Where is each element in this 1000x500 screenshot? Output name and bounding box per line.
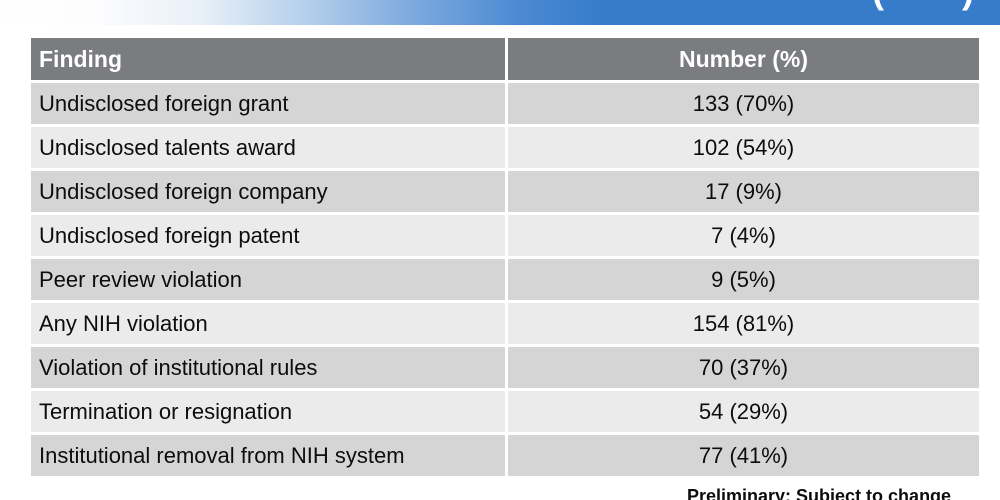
column-header-number: Number (%) — [508, 38, 979, 80]
table-body: Undisclosed foreign grant 133 (70%) Undisc… — [31, 83, 979, 476]
finding-cell: Peer review violation — [31, 259, 505, 300]
number-cell: 77 (41%) — [508, 435, 979, 476]
number-cell: 7 (4%) — [508, 215, 979, 256]
table-row: Undisclosed foreign grant 133 (70%) — [31, 83, 979, 124]
table-row: Institutional removal from NIH system 77 … — [31, 435, 979, 476]
table-row: Any NIH violation 154 (81%) — [31, 303, 979, 344]
finding-cell: Undisclosed foreign patent — [31, 215, 505, 256]
number-cell: 9 (5%) — [508, 259, 979, 300]
preliminary-note: Preliminary: Subject to change — [687, 486, 952, 500]
finding-cell: Undisclosed foreign company — [31, 171, 505, 212]
cutoff-paren-left: ( — [872, 0, 884, 9]
finding-cell: Undisclosed foreign grant — [31, 83, 505, 124]
top-gradient-bar: ( ) — [0, 0, 1000, 25]
table-row: Peer review violation 9 (5%) — [31, 259, 979, 300]
number-cell: 102 (54%) — [508, 127, 979, 168]
table-row: Undisclosed foreign patent 7 (4%) — [31, 215, 979, 256]
table-row: Undisclosed foreign company 17 (9%) — [31, 171, 979, 212]
finding-cell: Any NIH violation — [31, 303, 505, 344]
number-cell: 154 (81%) — [508, 303, 979, 344]
finding-cell: Termination or resignation — [31, 391, 505, 432]
table-row: Undisclosed talents award 102 (54%) — [31, 127, 979, 168]
number-cell: 54 (29%) — [508, 391, 979, 432]
finding-cell: Undisclosed talents award — [31, 127, 505, 168]
number-cell: 70 (37%) — [508, 347, 979, 388]
number-cell: 133 (70%) — [508, 83, 979, 124]
table-header-row: Finding Number (%) — [31, 38, 979, 80]
cutoff-paren-right: ) — [962, 0, 974, 9]
findings-table: Finding Number (%) Undisclosed foreign g… — [31, 38, 979, 479]
table-row: Termination or resignation 54 (29%) — [31, 391, 979, 432]
table-row: Violation of institutional rules 70 (37%) — [31, 347, 979, 388]
column-header-finding: Finding — [31, 38, 505, 80]
number-cell: 17 (9%) — [508, 171, 979, 212]
finding-cell: Institutional removal from NIH system — [31, 435, 505, 476]
finding-cell: Violation of institutional rules — [31, 347, 505, 388]
